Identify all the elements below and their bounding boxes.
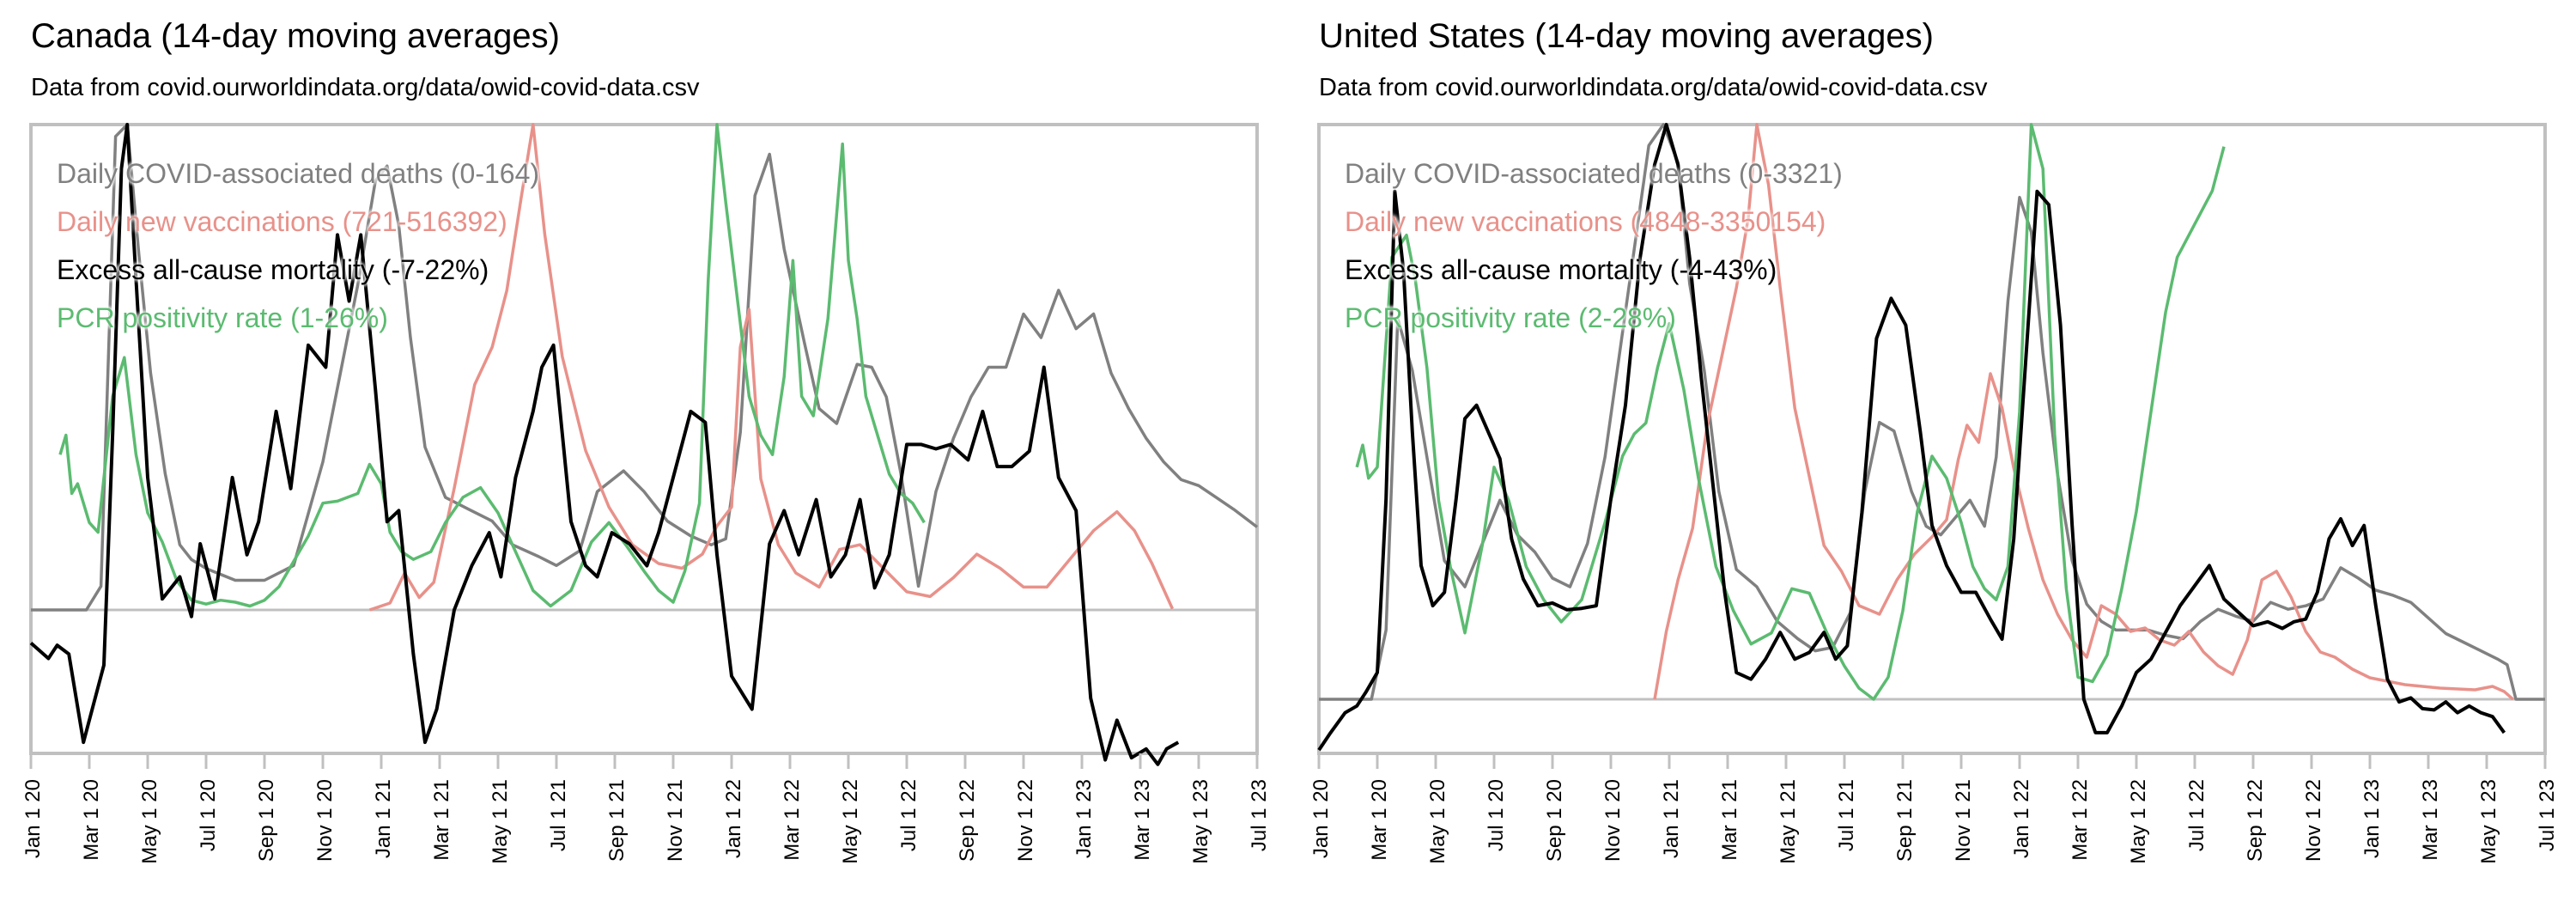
chart-panel-united-states: Jan 1 20 Mar 1 20 May 1 20 Jul 1 20 Sep 1 20… (1288, 0, 2576, 902)
legend: Daily COVID-associated deaths (0-164) Da… (57, 149, 539, 342)
legend-pcr: PCR positivity rate (1-26%) (57, 302, 388, 333)
plot-frame (1317, 123, 2547, 755)
x-tick-label: Jan 1 20 (1309, 779, 1333, 858)
x-tick-label: Jan 1 21 (372, 779, 395, 858)
x-tick-label: Nov 1 20 (1601, 779, 1625, 862)
x-tick-label: Jan 1 21 (1660, 779, 1683, 858)
x-tick-label: May 1 20 (138, 779, 161, 864)
series-line-vaccinations (368, 123, 1174, 612)
x-tick-label: Sep 1 21 (605, 779, 629, 862)
legend-vaccinations: Daily new vaccinations (4848-3350154) (1345, 206, 1826, 237)
x-tick-label: May 1 22 (2127, 779, 2150, 864)
x-tick-label: May 1 20 (1426, 779, 1449, 864)
x-tick-label: Jan 1 20 (21, 779, 45, 858)
series-line-deaths (31, 123, 1259, 612)
x-tick-label: Sep 1 20 (255, 779, 278, 862)
x-tick-label: Sep 1 20 (1543, 779, 1566, 862)
x-tick-label: Mar 1 23 (1131, 779, 1154, 861)
chart-title: Canada (14-day moving averages) (31, 17, 560, 55)
x-tick-label: Nov 1 22 (2302, 779, 2325, 862)
x-tick-label: Jul 1 22 (2185, 779, 2208, 851)
x-tick-label: Nov 1 21 (1952, 779, 1975, 862)
x-tick-label: May 1 22 (839, 779, 862, 864)
x-tick-label: Jan 1 22 (2010, 779, 2033, 858)
legend-excess: Excess all-cause mortality (-7-22%) (57, 254, 489, 285)
x-tick-label: Nov 1 20 (313, 779, 337, 862)
x-tick-label: Mar 1 22 (2069, 779, 2092, 861)
x-tick-label: Jan 1 23 (1072, 779, 1096, 858)
x-tick-label: Mar 1 21 (1718, 779, 1741, 861)
x-tick-label: Jul 1 23 (1248, 779, 1271, 851)
x-tick-label: Jul 1 21 (1835, 779, 1858, 851)
legend-deaths: Daily COVID-associated deaths (0-164) (57, 158, 540, 189)
series-line-excess (1317, 123, 2506, 752)
chart-panel-canada: Jan 1 20 Mar 1 20 May 1 20 Jul 1 20 Sep 1 20… (21, 17, 1271, 864)
x-tick-label: Sep 1 21 (1893, 779, 1917, 862)
legend: Daily COVID-associated deaths (0-3321) D… (1345, 149, 1843, 342)
chart-title: United States (14-day moving averages) (1319, 17, 1934, 55)
legend-excess: Excess all-cause mortality (-4-43%) (1345, 254, 1777, 285)
x-tick-label: Jul 1 21 (547, 779, 570, 851)
x-tick-label: Mar 1 20 (80, 779, 103, 861)
x-tick-label: Jan 1 22 (722, 779, 745, 858)
x-tick-label: Nov 1 21 (664, 779, 687, 862)
x-tick-label: May 1 21 (489, 779, 512, 864)
chart-subtitle: Data from covid.ourworldindata.org/data/… (31, 74, 700, 101)
x-tick-label: Mar 1 22 (781, 779, 804, 861)
series-line-vaccinations (1653, 123, 2514, 701)
x-tick-label: Nov 1 22 (1014, 779, 1037, 862)
x-tick-label: Mar 1 21 (430, 779, 453, 861)
x-tick-label: Sep 1 22 (2244, 779, 2267, 862)
x-tick-label: Mar 1 23 (2419, 779, 2442, 861)
x-tick-label: May 1 23 (2477, 779, 2500, 864)
chart-svg-united-states: Jan 1 20 Mar 1 20 May 1 20 Jul 1 20 Sep 1 20… (1309, 123, 2559, 864)
legend-deaths: Daily COVID-associated deaths (0-3321) (1345, 158, 1843, 189)
x-tick-label: Jul 1 20 (1485, 779, 1508, 851)
legend-pcr: PCR positivity rate (2-28%) (1345, 302, 1676, 333)
chart-svg-canada: Jan 1 20 Mar 1 20 May 1 20 Jul 1 20 Sep 1 20… (21, 123, 1271, 864)
x-tick-label: Jan 1 23 (2360, 779, 2384, 858)
x-tick-label: Jul 1 22 (897, 779, 920, 851)
series-line-excess (29, 123, 1180, 766)
x-tick-label: May 1 23 (1189, 779, 1212, 864)
plot-frame (29, 123, 1259, 755)
legend-vaccinations: Daily new vaccinations (721-516392) (57, 206, 507, 237)
x-tick-label: Jul 1 20 (197, 779, 220, 851)
series-line-deaths (1319, 123, 2545, 701)
x-tick-label: May 1 21 (1777, 779, 1800, 864)
x-tick-label: Jul 1 23 (2536, 779, 2559, 851)
chart-subtitle: Data from covid.ourworldindata.org/data/… (1319, 74, 1988, 101)
x-tick-label: Sep 1 22 (956, 779, 979, 862)
series-line-pcr (1355, 123, 2226, 701)
x-tick-label: Mar 1 20 (1368, 779, 1391, 861)
